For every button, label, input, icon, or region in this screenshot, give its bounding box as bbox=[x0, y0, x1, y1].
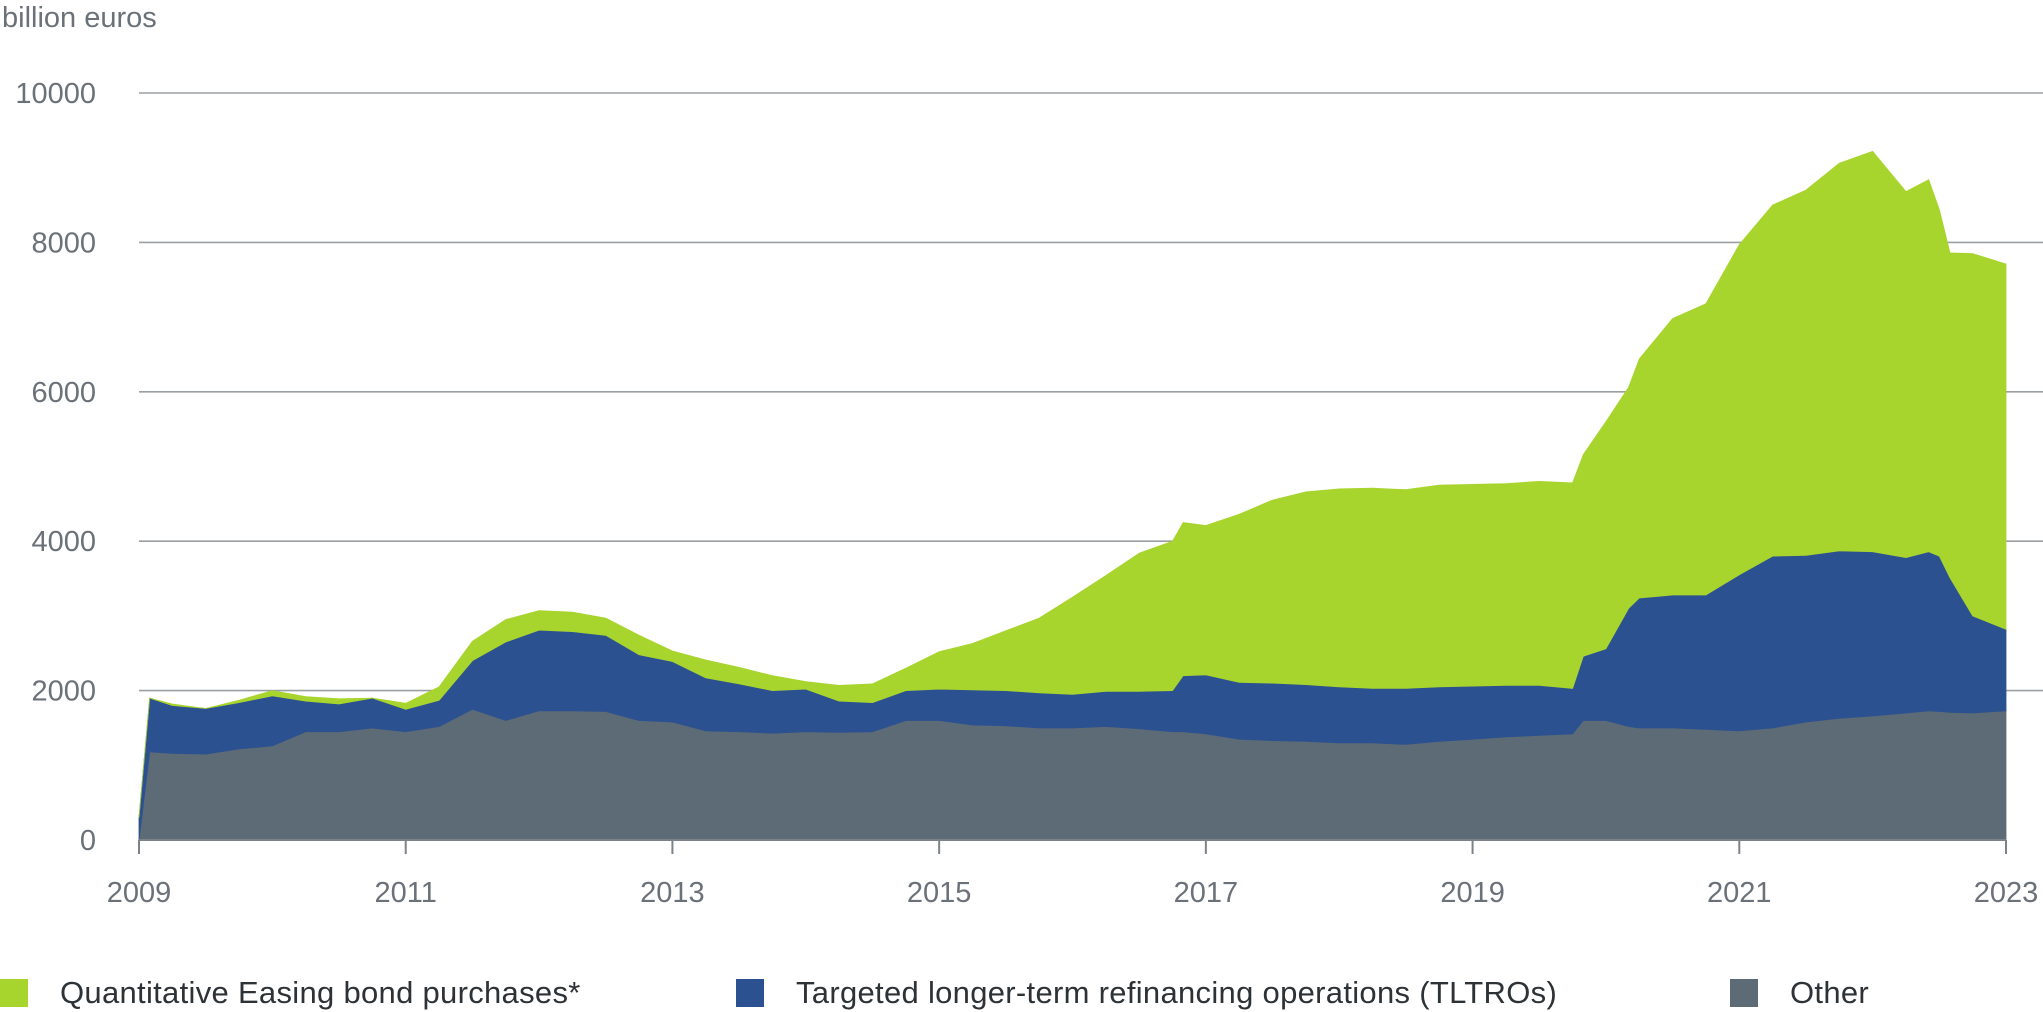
x-tick-label-2023: 2023 bbox=[1974, 877, 2039, 909]
chart-legend: Quantitative Easing bond purchases* Targ… bbox=[0, 973, 2043, 1012]
legend-swatch-tltro bbox=[736, 978, 764, 1007]
y-axis-unit-label: billion euros bbox=[2, 2, 157, 34]
legend-label-tltro: Targeted longer-term refinancing operati… bbox=[796, 974, 1558, 1010]
x-axis bbox=[138, 839, 2007, 854]
y-tick-label-10000: 10000 bbox=[15, 78, 96, 110]
x-tick-label-2019: 2019 bbox=[1440, 877, 1505, 909]
y-tick-label-2000: 2000 bbox=[31, 676, 96, 708]
y-tick-label-8000: 8000 bbox=[31, 227, 96, 259]
x-tick-label-2017: 2017 bbox=[1174, 877, 1239, 909]
x-tick-label-2011: 2011 bbox=[375, 877, 437, 909]
x-tick-label-2013: 2013 bbox=[640, 877, 705, 909]
legend-label-other: Other bbox=[1790, 974, 1870, 1010]
x-tick-labels: 2009 2011 2013 2015 2017 2019 2021 2023 bbox=[107, 877, 2039, 909]
area-series-qe bbox=[138, 150, 2007, 818]
legend-item-tltro: Targeted longer-term refinancing operati… bbox=[736, 973, 1557, 1012]
x-tick-label-2021: 2021 bbox=[1707, 877, 1772, 909]
x-tick-label-2015: 2015 bbox=[907, 877, 972, 909]
y-tick-labels: 0 2000 4000 6000 8000 10000 bbox=[15, 78, 96, 857]
y-tick-label-0: 0 bbox=[80, 825, 96, 857]
legend-item-other: Other bbox=[1730, 973, 1869, 1012]
y-tick-label-4000: 4000 bbox=[31, 526, 96, 558]
y-tick-label-6000: 6000 bbox=[31, 377, 96, 409]
legend-item-qe: Quantitative Easing bond purchases* bbox=[0, 973, 581, 1012]
x-tick-label-2009: 2009 bbox=[107, 877, 172, 909]
legend-swatch-qe bbox=[0, 978, 28, 1007]
area-series bbox=[138, 150, 2007, 841]
legend-label-qe: Quantitative Easing bond purchases* bbox=[60, 974, 581, 1010]
legend-swatch-other bbox=[1730, 978, 1758, 1007]
